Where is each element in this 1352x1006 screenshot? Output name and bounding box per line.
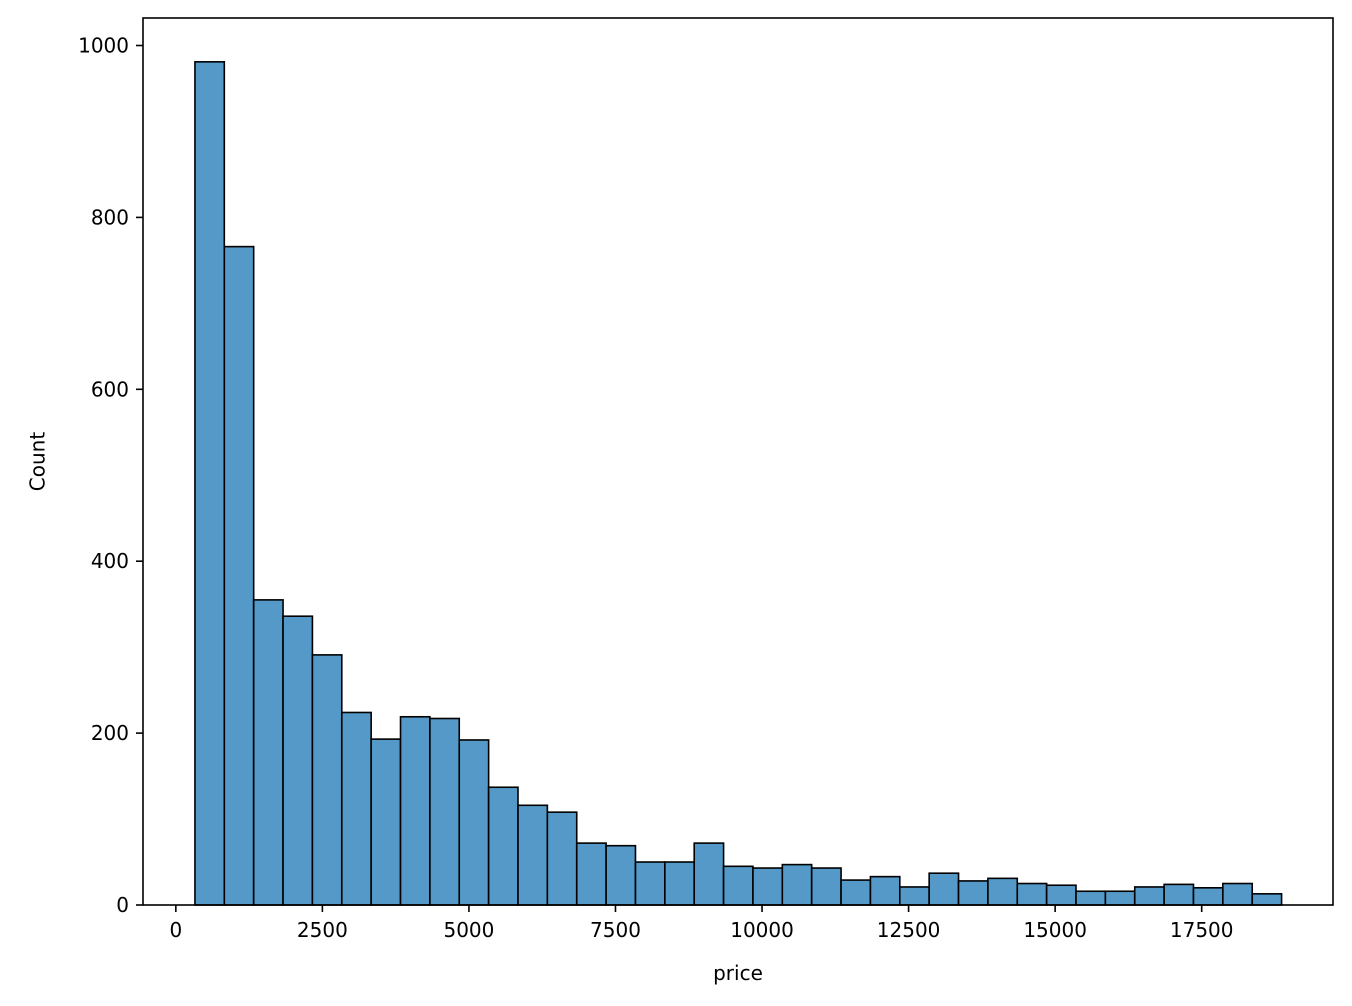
histogram-bar: [840, 879, 872, 906]
y-tick-label: 200: [91, 721, 129, 745]
x-tick-label: 7500: [590, 918, 641, 942]
histogram-bar: [370, 738, 402, 906]
histogram-bar: [487, 786, 519, 906]
y-tick-label: 0: [116, 893, 129, 917]
y-tick-label: 800: [91, 205, 129, 229]
histogram-bar: [605, 844, 637, 906]
y-axis-label: Count: [26, 432, 50, 492]
histogram-bar: [781, 863, 813, 906]
histogram-bar: [928, 872, 960, 906]
histogram-bar: [194, 61, 226, 906]
histogram-bar: [664, 861, 696, 906]
x-tick-label: 5000: [443, 918, 494, 942]
histogram-bar: [1133, 886, 1165, 906]
histogram-bar: [517, 804, 549, 906]
histogram-bar: [752, 867, 784, 906]
histogram-bar: [1163, 883, 1195, 906]
histogram-bar: [634, 861, 666, 906]
histogram-bar: [1222, 882, 1254, 906]
histogram-bar: [1192, 887, 1224, 906]
axes-frame: [142, 17, 1334, 906]
x-axis-ticks: 0 2500 5000 7500 10000 12500 15000 17500: [169, 905, 1234, 942]
histogram-bar: [575, 842, 607, 906]
histogram-bar: [1104, 890, 1136, 906]
histogram-bar: [987, 877, 1019, 906]
histogram-bar: [340, 711, 372, 906]
x-axis-label: price: [713, 961, 763, 985]
histogram-bar: [1016, 882, 1048, 906]
histogram-bar: [429, 717, 461, 906]
histogram-bar: [722, 865, 754, 906]
histogram-bar: [810, 867, 842, 906]
y-tick-label: 600: [91, 377, 129, 401]
x-tick-label: 2500: [297, 918, 348, 942]
histogram-bar: [399, 715, 431, 906]
histogram-bar: [957, 880, 989, 906]
x-tick-label: 17500: [1170, 918, 1234, 942]
x-tick-label: 0: [169, 918, 182, 942]
histogram-bar: [1075, 890, 1107, 906]
y-axis-ticks: 0 200 400 600 800 1000: [78, 34, 143, 917]
histogram-bar: [458, 739, 490, 906]
y-tick-label: 1000: [78, 34, 129, 58]
histogram-bar: [693, 842, 725, 906]
x-tick-label: 12500: [877, 918, 941, 942]
y-tick-label: 400: [91, 549, 129, 573]
histogram-bar: [252, 599, 284, 906]
histogram-bar: [898, 886, 930, 906]
histogram-bar: [311, 654, 343, 906]
histogram-bar: [546, 811, 578, 906]
histogram-bar: [223, 245, 255, 906]
x-tick-label: 15000: [1023, 918, 1087, 942]
histogram-bar: [1251, 893, 1283, 906]
histogram-bar: [1045, 884, 1077, 906]
histogram-bar: [869, 875, 901, 906]
histogram-bar: [282, 615, 314, 906]
x-tick-label: 10000: [730, 918, 794, 942]
